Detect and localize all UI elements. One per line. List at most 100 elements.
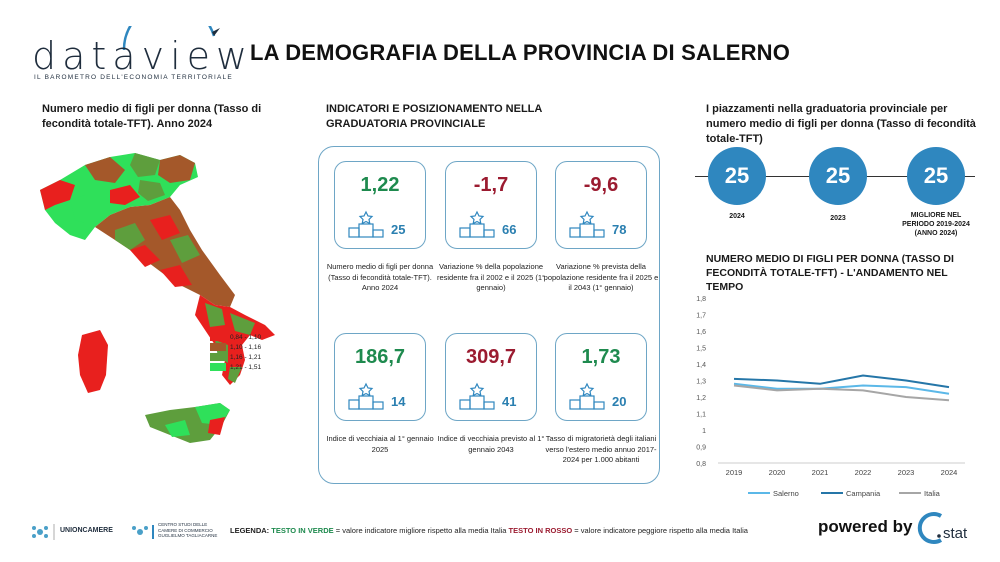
legend-item: 1,16 - 1,21 (210, 353, 261, 361)
powered-by: powered by (818, 517, 913, 536)
podium-icon (568, 210, 606, 243)
podium-icon (347, 210, 385, 243)
rank-label: MIGLIORE NEL PERIODO 2019-2024 (ANNO 202… (902, 212, 970, 237)
y-tick-label: 1,4 (696, 362, 706, 369)
x-tick-label: 2023 (898, 468, 915, 477)
y-tick-label: 1,3 (696, 379, 706, 386)
indicator-description: Tasso di migratorietà degli italiani ver… (545, 434, 657, 464)
logo-word: dataview (32, 34, 254, 78)
legend-label: 1,10 - 1,16 (230, 343, 262, 351)
indicator-rank: 25 (391, 222, 406, 237)
x-tick-label: 2021 (812, 468, 829, 477)
indicator-card: -9,6 78 (555, 161, 647, 249)
tagliacarne-icon (132, 525, 154, 539)
indicator-rank: 78 (612, 222, 627, 237)
legend-item: 0,84 - 1,10 (210, 333, 261, 341)
series-line-salerno (733, 382, 950, 395)
map-title: Numero medio di figli per donna (Tasso d… (42, 103, 262, 130)
legend-label-italia: Italia (924, 489, 941, 498)
y-tick-label: 0,9 (696, 445, 706, 452)
logo-arc-icon (122, 26, 220, 51)
podium-icon (568, 382, 606, 415)
indicator-description: Variazione % prevista della popolazione … (543, 262, 659, 292)
legend-label-salerno: Salerno (773, 489, 799, 498)
x-tick-label: 2024 (941, 468, 958, 477)
indicators-panel (318, 146, 660, 484)
partner-logos (32, 524, 154, 540)
cstat-logo: stat (917, 512, 968, 544)
indicator-description: Variazione % della popolazione residente… (436, 262, 546, 292)
indicator-card: 309,7 41 (445, 333, 537, 421)
legend-swatch (210, 363, 226, 371)
series-line-campania (733, 374, 950, 389)
indicator-rank: 20 (612, 394, 627, 409)
y-tick-label: 0,8 (696, 461, 706, 468)
indicator-value: 186,7 (354, 346, 406, 368)
footer-legend: LEGENDA: TESTO IN VERDE = valore indicat… (230, 526, 748, 535)
y-tick-label: 1,8 (696, 296, 706, 303)
legend-swatch (210, 353, 226, 361)
podium-icon (458, 382, 496, 415)
italy-map-graphic (40, 153, 275, 443)
indicator-description: Numero medio di figli per donna (Tasso d… (326, 262, 434, 292)
indicator-value: -1,7 (473, 174, 509, 196)
legend-item: 1,10 - 1,16 (210, 343, 261, 351)
tagliacarne-label: CENTRO STUDI DELLE CAMERE DI COMMERCIO G… (158, 522, 218, 538)
legend-red-desc: = valore indicatore peggiore rispetto al… (574, 526, 748, 535)
legend-label: 1,21 - 1,51 (230, 363, 262, 371)
rank-label: 2024 (729, 213, 745, 220)
legend-green-desc: = valore indicatore migliore rispetto al… (335, 526, 507, 535)
legend-green-text: TESTO IN VERDE (271, 526, 334, 535)
trend-title: NUMERO MEDIO DI FIGLI PER DONNA (TASSO D… (706, 253, 954, 293)
legend-label-campania: Campania (846, 489, 881, 498)
unioncamere-icon (32, 526, 48, 538)
page-title: LA DEMOGRAFIA DELLA PROVINCIA DI SALERNO (250, 40, 791, 65)
podium-icon (347, 382, 385, 415)
logo-tagline: IL BAROMETRO DELL'ECONOMIA TERRITORIALE (34, 74, 233, 81)
legend-title: LEGENDA: (230, 526, 270, 535)
series-line-italia (733, 384, 950, 402)
unioncamere-label: UNIONCAMERE (60, 527, 113, 534)
x-tick-label: 2022 (855, 468, 872, 477)
legend-red-text: TESTO IN ROSSO (508, 526, 573, 535)
dataview-logo: dataview IL BAROMETRO DELL'ECONOMIA TERR… (32, 26, 247, 86)
ranking-title: I piazzamenti nella graduatoria provinci… (706, 103, 976, 145)
rank-label: 2023 (830, 215, 846, 222)
cstat-word: stat (943, 525, 968, 542)
indicators-title: INDICATORI E POSIZIONAMENTO NELLA GRADUA… (326, 103, 542, 130)
indicator-value: -9,6 (583, 174, 619, 196)
indicator-rank: 41 (502, 394, 517, 409)
x-tick-label: 2019 (726, 468, 743, 477)
indicator-value: 1,73 (581, 346, 621, 368)
y-tick-label: 1,7 (696, 313, 706, 320)
rank-circle: 25 (907, 147, 965, 205)
y-tick-label: 1 (702, 428, 706, 435)
map-legend: 0,84 - 1,10 1,10 - 1,16 1,16 - 1,21 1,21… (210, 333, 261, 373)
y-tick-label: 1,1 (696, 412, 706, 419)
indicator-card: 1,22 25 (334, 161, 426, 249)
indicator-description: Indice di vecchiaia al 1° gennaio 2025 (326, 434, 434, 454)
legend-label: 0,84 - 1,10 (230, 333, 262, 341)
indicator-value: 1,22 (360, 174, 400, 196)
rank-circle: 25 (708, 147, 766, 205)
indicator-description: Indice di vecchiaia previsto al 1° genna… (437, 434, 545, 454)
legend-swatch (210, 343, 226, 351)
indicator-card: -1,7 66 (445, 161, 537, 249)
indicator-rank: 66 (502, 222, 517, 237)
legend-swatch (210, 333, 226, 341)
indicator-card: 186,7 14 (334, 333, 426, 421)
legend-label: 1,16 - 1,21 (230, 353, 262, 361)
x-tick-label: 2020 (769, 468, 786, 477)
indicator-rank: 14 (391, 394, 406, 409)
trend-line-chart: 0,8 0,9 1 1,1 1,2 1,3 1,4 1,5 1,6 1,7 1,8 2019 2020 2… (696, 296, 965, 498)
y-tick-label: 1,6 (696, 329, 706, 336)
rank-circle: 25 (809, 147, 867, 205)
italy-map: 0,84 - 1,10 1,10 - 1,16 1,16 - 1,21 1,21… (30, 135, 300, 470)
cstat-c-icon (917, 512, 943, 544)
indicator-value: 309,7 (465, 346, 517, 368)
y-tick-label: 1,2 (696, 395, 706, 402)
indicator-card: 1,73 20 (555, 333, 647, 421)
y-tick-label: 1,5 (696, 346, 706, 353)
legend-item: 1,21 - 1,51 (210, 363, 261, 371)
podium-icon (458, 210, 496, 243)
